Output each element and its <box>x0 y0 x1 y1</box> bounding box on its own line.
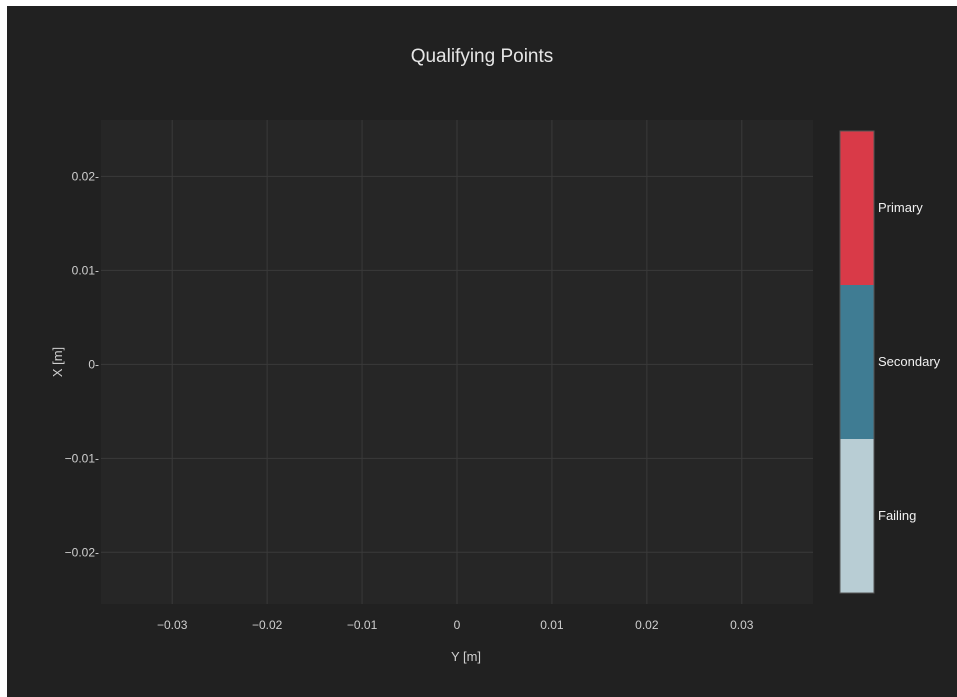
chart-container: Qualifying Points −0.03 −0.02 −0.01 0 0.01 0.… <box>7 6 957 697</box>
colorbar-segment-failing <box>840 439 874 593</box>
x-tick-label: −0.02 <box>252 618 283 632</box>
colorbar-outline <box>839 130 875 594</box>
colorbar-segment-secondary <box>840 285 874 439</box>
y-tick-label: 0.02- <box>72 169 99 183</box>
colorbar-segment-primary <box>840 131 874 285</box>
x-tick-label: 0.02 <box>635 618 659 632</box>
y-tick-label: 0.01- <box>72 263 99 277</box>
y-tick-label: −0.02- <box>65 545 99 559</box>
colorbar-label-secondary: Secondary <box>878 354 941 369</box>
x-axis-title: Y [m] <box>451 649 481 664</box>
y-tick-label: 0- <box>88 357 99 371</box>
x-tick-label: 0.01 <box>540 618 564 632</box>
x-tick-label: −0.03 <box>157 618 188 632</box>
y-tick-label: −0.01- <box>65 451 99 465</box>
chart-title: Qualifying Points <box>410 46 554 67</box>
colorbar-label-failing: Failing <box>878 508 916 523</box>
x-tick-label: −0.01 <box>347 618 378 632</box>
colorbar-label-primary: Primary <box>878 200 923 215</box>
y-axis-title: X [m] <box>50 347 65 377</box>
x-tick-label: 0.03 <box>730 618 754 632</box>
x-tick-label: 0 <box>454 618 461 632</box>
heatmap-plot: −0.03 −0.02 −0.01 0 0.01 0.02 0.03 −0.02- −0.01-… <box>50 120 941 664</box>
